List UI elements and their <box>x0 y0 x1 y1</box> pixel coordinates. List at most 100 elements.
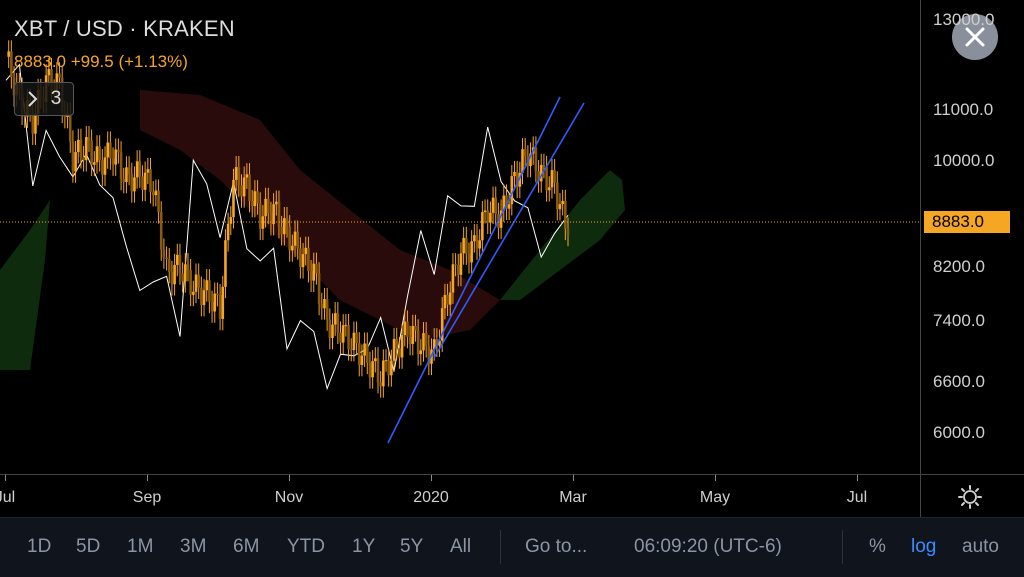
candle <box>317 273 321 304</box>
candle <box>537 171 540 182</box>
settings-gear-icon[interactable] <box>957 484 983 510</box>
close-icon <box>965 27 985 47</box>
candle <box>481 212 484 241</box>
candle <box>491 197 495 213</box>
candle <box>400 335 404 358</box>
range-all-button[interactable]: All <box>450 536 472 557</box>
candle <box>291 245 294 251</box>
candle <box>355 332 358 344</box>
chevron-right-icon <box>27 91 38 107</box>
range-5y-button[interactable]: 5Y <box>400 536 424 557</box>
range-1d-button[interactable]: 1D <box>27 536 52 557</box>
candle <box>411 325 415 344</box>
trend-channel-lower <box>387 96 561 444</box>
time-tick: May <box>699 489 731 506</box>
candle <box>419 350 423 355</box>
candle <box>473 235 476 242</box>
candle <box>550 170 554 188</box>
range-ytd-button[interactable]: YTD <box>287 536 325 557</box>
go-to-date-button[interactable]: Go to... <box>525 536 588 557</box>
candle <box>141 176 144 190</box>
candle <box>130 173 134 192</box>
candle <box>237 167 241 186</box>
candle <box>87 137 91 141</box>
candle <box>363 343 366 356</box>
candle <box>349 349 353 351</box>
candle <box>159 212 163 250</box>
candle <box>376 358 380 383</box>
indicators-toggle-button[interactable]: 3 <box>14 82 74 116</box>
candle <box>467 253 471 263</box>
candle <box>143 172 147 190</box>
candle <box>486 210 490 223</box>
candle <box>333 313 337 325</box>
candle <box>312 263 316 281</box>
price-tick: 7400.0 <box>933 311 985 330</box>
candle <box>470 241 473 263</box>
candle <box>510 176 514 205</box>
candle <box>382 360 385 387</box>
candle <box>534 147 538 172</box>
candle <box>465 237 468 254</box>
candle <box>175 254 179 265</box>
candle <box>283 218 286 235</box>
candle <box>553 170 556 183</box>
range-5d-button[interactable]: 5D <box>76 536 101 557</box>
candle <box>79 139 83 158</box>
log-scale-toggle[interactable]: log <box>911 536 937 557</box>
candle <box>309 271 313 281</box>
candle <box>162 249 166 258</box>
candle <box>545 166 548 191</box>
candle <box>374 358 377 362</box>
candle <box>253 191 257 207</box>
candle <box>505 195 508 209</box>
candle <box>106 142 109 158</box>
candle <box>82 157 85 161</box>
candle <box>558 204 562 210</box>
price-chart[interactable] <box>0 0 920 474</box>
candle <box>379 382 382 387</box>
candle <box>256 191 259 204</box>
candle <box>232 179 235 218</box>
candle <box>119 152 123 179</box>
close-button[interactable] <box>952 14 998 60</box>
price-axis[interactable]: 13000.0 11000.0 10000.0 8200.0 7400.0 66… <box>920 0 1024 474</box>
candle <box>151 192 155 196</box>
candle <box>103 157 107 175</box>
clock-timezone-button[interactable]: 06:09:20 (UTC-6) <box>634 536 782 557</box>
candle <box>494 197 498 214</box>
range-3m-button[interactable]: 3M <box>180 536 207 557</box>
candle <box>564 200 567 229</box>
candle <box>513 172 516 177</box>
candle <box>432 339 436 350</box>
chart-settings-cell[interactable] <box>920 474 1024 517</box>
candle <box>422 333 425 351</box>
candle <box>133 177 136 192</box>
price-tick: 8200.0 <box>933 257 985 276</box>
candle <box>499 210 503 228</box>
candle <box>448 292 452 305</box>
chart-area[interactable] <box>0 0 920 474</box>
candle <box>456 264 460 275</box>
candle <box>438 340 441 346</box>
candle <box>443 294 447 309</box>
percent-scale-toggle[interactable]: % <box>869 536 886 557</box>
candle <box>157 190 160 213</box>
comparison-line <box>5 63 569 391</box>
range-1m-button[interactable]: 1M <box>127 536 154 557</box>
candle <box>202 290 206 305</box>
candle <box>459 253 463 275</box>
candle <box>167 259 171 272</box>
candle <box>221 286 225 319</box>
candle <box>347 325 350 350</box>
candle <box>154 190 158 196</box>
candle <box>184 264 187 282</box>
range-1y-button[interactable]: 1Y <box>352 536 376 557</box>
auto-scale-toggle[interactable]: auto <box>962 536 999 557</box>
candle <box>240 185 243 197</box>
range-6m-button[interactable]: 6M <box>233 536 260 557</box>
candle <box>76 139 80 153</box>
candle <box>398 348 401 358</box>
time-axis[interactable]: Jul Sep Nov 2020 Mar May Jul <box>0 474 920 517</box>
candle <box>561 200 564 205</box>
